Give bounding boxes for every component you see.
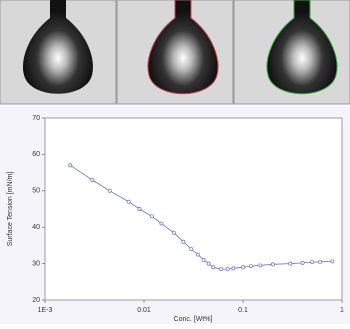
y-tick-label: 40 bbox=[32, 224, 40, 231]
plot-area bbox=[44, 117, 343, 301]
y-tick-label: 60 bbox=[32, 151, 40, 158]
data-point bbox=[149, 214, 154, 219]
y-axis-label: Surface Tension [mN/m] bbox=[7, 172, 14, 247]
data-point bbox=[241, 265, 245, 270]
data-point bbox=[288, 261, 293, 266]
x-tick-label: 1 bbox=[340, 307, 344, 314]
data-point bbox=[181, 239, 186, 244]
x-tick-label: 0.1 bbox=[238, 307, 248, 314]
data-point bbox=[231, 266, 236, 271]
drop bbox=[147, 0, 219, 95]
data-point bbox=[107, 188, 112, 193]
y-tick-label: 20 bbox=[32, 297, 40, 304]
data-point bbox=[310, 260, 315, 265]
data-point bbox=[318, 259, 322, 264]
data-point bbox=[225, 267, 230, 272]
data-point bbox=[330, 259, 335, 264]
data-point bbox=[211, 265, 216, 270]
data-point bbox=[68, 163, 73, 168]
data-point bbox=[206, 261, 211, 266]
x-tick-label: 0.01 bbox=[137, 307, 151, 314]
data-point bbox=[219, 267, 223, 272]
data-point bbox=[201, 258, 206, 262]
data-point bbox=[270, 262, 275, 267]
drop bbox=[23, 0, 93, 94]
data-point bbox=[90, 177, 95, 182]
data-point bbox=[248, 264, 253, 269]
x-tick-label: 1E-3 bbox=[38, 307, 53, 314]
data-point bbox=[300, 260, 305, 265]
data-point bbox=[258, 263, 263, 268]
data-point bbox=[195, 252, 200, 257]
data-point bbox=[171, 230, 176, 235]
x-axis-label: Conc. [Wt%] bbox=[174, 316, 213, 323]
y-tick-label: 50 bbox=[32, 188, 40, 195]
data-point bbox=[189, 247, 194, 251]
drop bbox=[266, 0, 338, 95]
data-line bbox=[70, 164, 333, 270]
data-point bbox=[137, 207, 142, 211]
y-tick-label: 70 bbox=[32, 115, 40, 122]
y-tick-label: 30 bbox=[32, 260, 40, 267]
drop-images bbox=[0, 0, 350, 105]
data-point bbox=[159, 221, 164, 226]
data-point bbox=[126, 199, 131, 204]
